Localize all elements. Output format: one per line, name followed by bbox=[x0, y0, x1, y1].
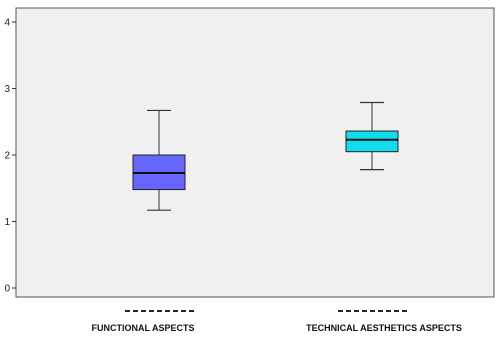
y-axis: 0 1 2 3 4 bbox=[4, 18, 16, 295]
box-series bbox=[132, 101, 399, 211]
box-technical bbox=[345, 101, 399, 171]
y-tick-label-3: 3 bbox=[4, 84, 10, 95]
plot-area bbox=[15, 7, 495, 298]
category-label-technical: TECHNICAL AESTHETICS ASPECTS bbox=[306, 323, 462, 333]
y-tick-label-2: 2 bbox=[4, 151, 10, 162]
category-label-functional: FUNCTIONAL ASPECTS bbox=[91, 323, 194, 333]
y-tick-label-0: 0 bbox=[4, 284, 10, 295]
iqr-box bbox=[345, 130, 399, 153]
x-axis: FUNCTIONAL ASPECTS TECHNICAL AESTHETICS … bbox=[91, 310, 462, 333]
y-tick-label-4: 4 bbox=[4, 18, 10, 29]
box-functional bbox=[132, 109, 186, 211]
y-tick-label-1: 1 bbox=[4, 217, 10, 228]
